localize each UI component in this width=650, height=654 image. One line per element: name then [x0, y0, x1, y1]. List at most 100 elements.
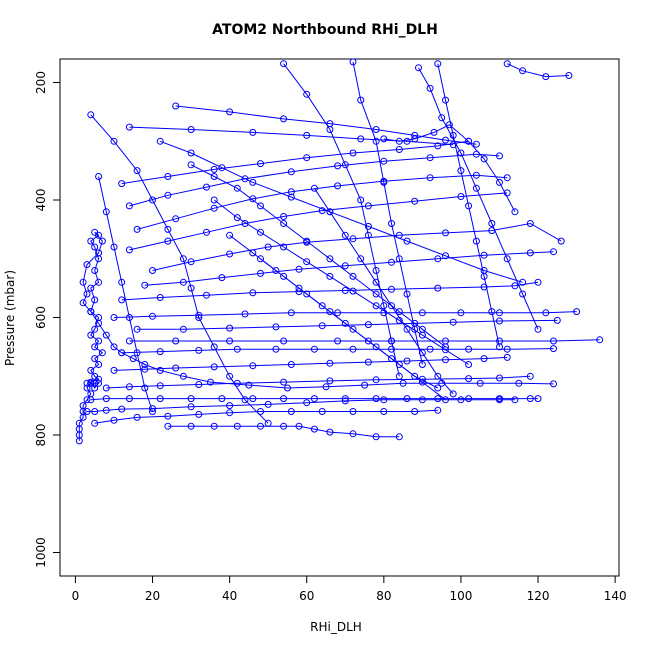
data-point — [310, 395, 318, 403]
data-point — [156, 348, 164, 356]
plot-frame — [59, 58, 620, 577]
series-24 — [349, 58, 426, 368]
data-point — [372, 290, 380, 298]
data-point — [118, 180, 126, 188]
data-point — [245, 381, 253, 389]
data-point — [418, 349, 426, 357]
data-point — [156, 366, 164, 374]
data-point — [426, 154, 434, 162]
data-point — [326, 359, 334, 367]
data-point — [218, 395, 226, 403]
data-point — [395, 137, 403, 145]
data-point — [303, 258, 311, 266]
data-point — [195, 410, 203, 418]
data-point — [83, 384, 91, 392]
x-tick-label: 140 — [604, 589, 627, 603]
series-line — [418, 67, 539, 330]
data-point — [110, 343, 118, 351]
data-point — [91, 243, 99, 251]
data-point — [179, 325, 187, 333]
data-point — [496, 395, 503, 403]
data-point — [172, 337, 180, 345]
data-point — [187, 258, 195, 266]
series-line — [260, 258, 446, 401]
data-point — [87, 331, 95, 339]
y-axis: 200 400 600 800 1000 — [34, 71, 61, 568]
data-point — [125, 395, 133, 403]
data-point — [503, 174, 511, 182]
data-point — [395, 361, 403, 368]
data-point — [210, 422, 218, 430]
data-point — [534, 325, 542, 333]
data-point — [388, 337, 395, 345]
data-point — [395, 146, 403, 153]
data-point — [187, 149, 195, 157]
data-point — [403, 357, 411, 365]
data-point — [480, 267, 488, 274]
data-point — [380, 408, 388, 415]
series-22 — [95, 173, 156, 415]
data-point — [418, 396, 426, 404]
data-point — [334, 309, 342, 317]
series-12 — [118, 278, 542, 304]
data-point — [434, 406, 442, 414]
data-point — [203, 183, 210, 191]
data-point — [272, 323, 280, 331]
y-tick-label: 1000 — [34, 537, 48, 568]
data-point — [257, 202, 264, 210]
data-point — [511, 396, 519, 404]
data-point — [125, 123, 133, 131]
data-point — [388, 258, 395, 266]
data-point — [430, 128, 438, 136]
data-point — [218, 274, 226, 282]
series-line — [129, 126, 454, 146]
data-point — [133, 413, 141, 421]
series-25 — [434, 60, 503, 351]
data-point — [91, 228, 99, 236]
data-point — [372, 376, 380, 384]
data-point — [442, 136, 449, 144]
data-point — [519, 67, 527, 75]
data-point — [272, 345, 280, 353]
data-point — [503, 60, 511, 68]
data-point — [349, 408, 357, 415]
data-point — [179, 372, 187, 380]
data-point — [349, 58, 357, 66]
data-point — [264, 400, 272, 408]
series-line — [506, 63, 569, 78]
data-point — [91, 408, 99, 415]
data-point — [241, 310, 249, 318]
data-point — [542, 73, 550, 81]
data-point — [91, 296, 99, 304]
y-tick-label: 600 — [34, 306, 48, 329]
data-point — [372, 433, 380, 441]
data-point — [87, 111, 95, 119]
data-point — [395, 255, 403, 263]
data-point — [149, 408, 156, 415]
data-point — [515, 379, 523, 387]
data-point — [98, 237, 106, 245]
data-point — [249, 178, 257, 186]
data-point — [334, 162, 342, 170]
data-point — [133, 349, 141, 357]
series-line — [94, 409, 438, 424]
data-point — [287, 408, 295, 415]
data-point — [480, 355, 488, 363]
data-point — [125, 314, 133, 321]
data-point — [257, 160, 264, 168]
data-point — [411, 197, 419, 205]
data-point — [465, 137, 473, 145]
data-point — [372, 137, 380, 145]
data-point — [280, 272, 288, 280]
x-tick-label: 80 — [376, 589, 391, 603]
data-point — [95, 249, 103, 257]
data-point — [95, 379, 103, 387]
data-point — [496, 152, 503, 160]
data-point — [411, 408, 419, 415]
data-point — [280, 60, 288, 68]
data-point — [118, 405, 126, 413]
data-point — [341, 287, 349, 294]
data-point — [503, 189, 511, 197]
series-5 — [164, 422, 403, 441]
data-point — [129, 355, 137, 363]
